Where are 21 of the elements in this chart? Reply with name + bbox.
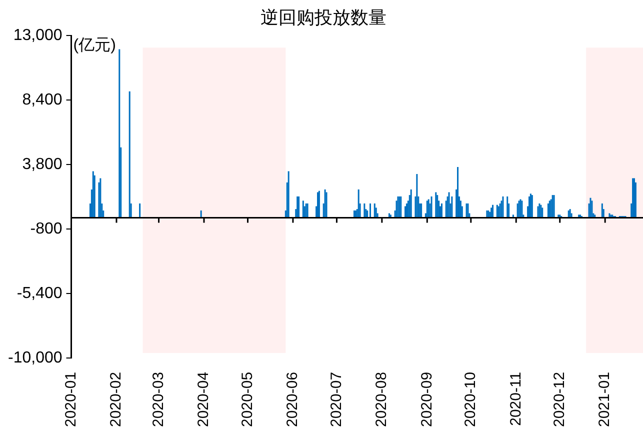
y-tick-label: -5,400 (16, 284, 62, 302)
y-tick-label: -10,000 (8, 349, 62, 366)
x-tick-label: 2020-05 (238, 372, 256, 428)
x-tick-label: 2020-02 (108, 372, 125, 428)
x-tick-label: 2020-07 (328, 372, 345, 428)
x-tick-label: 2020-03 (150, 372, 167, 428)
y-tick-label: 3,800 (22, 156, 62, 173)
chart-title: 逆回购投放数量 (260, 7, 386, 28)
y-tick-label: 13,000 (13, 27, 62, 44)
x-tick-label: 2020-06 (284, 372, 302, 428)
x-tick-label: 2020-08 (373, 372, 390, 428)
x-tick-label: 2020-10 (462, 372, 480, 428)
x-tick-label: 2020-12 (551, 372, 568, 428)
x-tick-label: 2020-01 (62, 372, 80, 428)
x-tick-label: 2020-04 (195, 372, 212, 428)
x-tick-label: 2020-09 (418, 372, 436, 428)
annotation: (亿元) (73, 37, 116, 54)
y-tick-label: -800 (30, 220, 62, 238)
y-tick-label: 8,400 (22, 91, 62, 108)
x-tick-label: 2020-11 (507, 372, 524, 426)
x-tick-label: 2021-01 (596, 372, 614, 428)
